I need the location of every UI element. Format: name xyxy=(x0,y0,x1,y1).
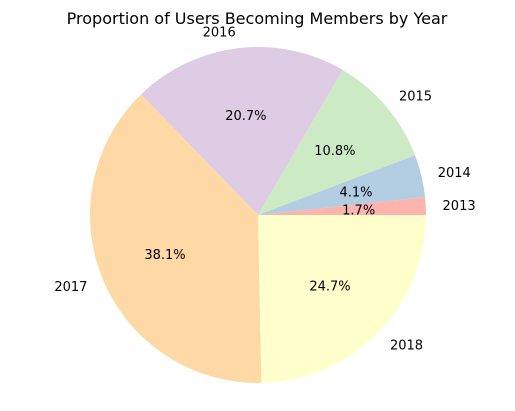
slice-percent-label: 4.1% xyxy=(340,185,373,200)
slice-category-label: 2015 xyxy=(399,90,432,105)
slice-category-label: 2013 xyxy=(443,199,476,214)
pie-slice-2015 xyxy=(258,69,415,216)
slice-category-label: 2017 xyxy=(54,280,87,295)
slice-percent-label: 20.7% xyxy=(225,109,266,124)
slice-category-label: 2016 xyxy=(203,26,236,41)
pie-slice-2013 xyxy=(258,197,426,215)
pie-slice-2018 xyxy=(258,215,426,383)
slice-percent-label: 10.8% xyxy=(314,144,355,159)
pie-slices xyxy=(89,47,426,384)
pie-labels: 2013 1.7% 2014 4.1% 2015 10.8% 2016 20.7% 2017 38… xyxy=(54,26,475,354)
chart-title: Proportion of Users Becoming Members by … xyxy=(67,9,448,28)
slice-percent-label: 24.7% xyxy=(309,280,350,295)
pie-slice-2017 xyxy=(89,94,262,384)
slice-percent-label: 38.1% xyxy=(144,248,185,263)
pie-slice-2014 xyxy=(258,155,426,215)
slice-percent-label: 1.7% xyxy=(342,204,375,219)
slice-category-label: 2018 xyxy=(390,338,423,353)
pie-slice-2016 xyxy=(140,47,343,215)
slice-category-label: 2014 xyxy=(438,166,471,181)
